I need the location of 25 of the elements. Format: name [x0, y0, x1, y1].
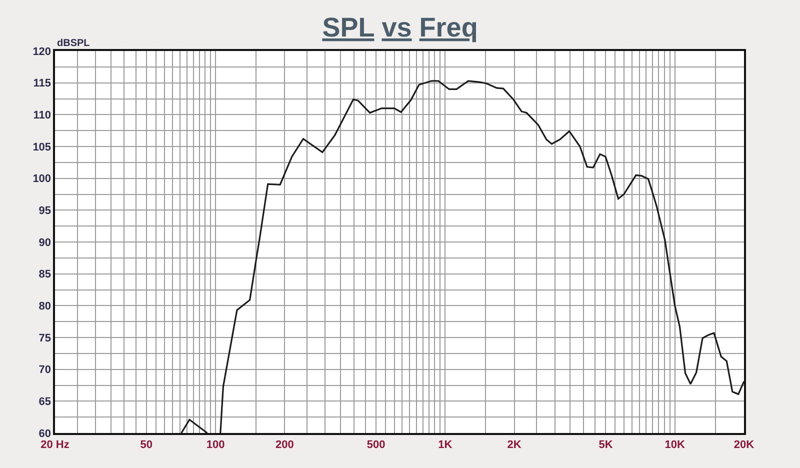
x-tick-label: 20K	[734, 438, 754, 451]
x-tick-label: 20 Hz	[40, 438, 70, 451]
x-tick-label: 50	[140, 438, 153, 451]
y-tick-label: 75	[38, 332, 52, 344]
y-tick-label: 65	[38, 396, 52, 408]
y-tick-label: 70	[38, 364, 52, 376]
x-tick-label: 100	[206, 438, 225, 451]
y-axis-title: dBSPL	[57, 38, 90, 49]
y-tick-label: 80	[38, 300, 52, 313]
y-tick-label: 100	[32, 173, 52, 186]
x-tick-label: 200	[275, 438, 294, 451]
y-tick-label: 115	[33, 78, 52, 90]
x-tick-label: 1K	[438, 438, 452, 451]
y-tick-label: 95	[38, 205, 52, 218]
y-tick-label: 85	[38, 268, 52, 281]
x-tick-label: 500	[366, 438, 386, 451]
x-tick-label: 2K	[507, 438, 522, 451]
x-tick-label: 10K	[664, 438, 685, 451]
x-tick-label: 5K	[598, 438, 613, 451]
y-tick-label: 110	[33, 110, 52, 122]
y-tick-label: 90	[38, 236, 52, 249]
y-tick-label: 120	[32, 46, 52, 58]
chart-title: SPL vs Freq	[322, 12, 478, 42]
y-tick-label: 60	[38, 428, 52, 440]
y-tick-label: 105	[32, 141, 52, 154]
